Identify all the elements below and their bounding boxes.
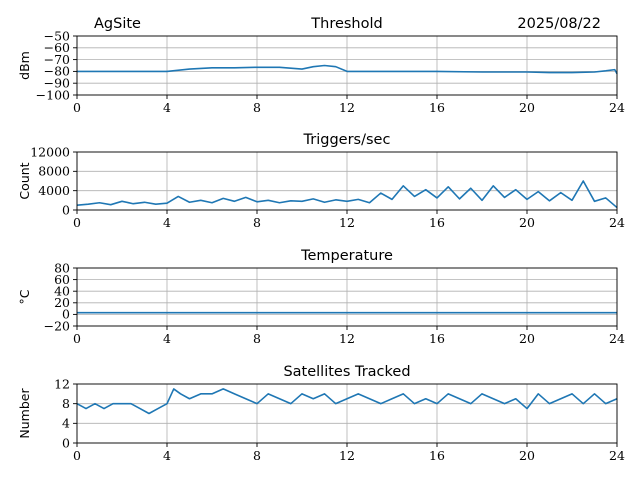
chart-satellites-tracked: 0 4 8 12 16 20 24 0 4 8 12 Satellites Tracked Number: [17, 364, 625, 463]
triggers-sec-xtick-label: 4: [163, 215, 171, 230]
threshold-ytick-label: −90: [44, 76, 70, 91]
triggers-sec-ylabel: Count: [17, 162, 32, 199]
triggers-sec-xtick-label: 16: [429, 215, 445, 230]
temperature-xtick-label: 0: [73, 331, 81, 346]
satellites-tracked-title: Satellites Tracked: [283, 364, 410, 380]
satellites-tracked-ytick-label: 0: [62, 435, 70, 450]
threshold-xtick-label: 24: [609, 100, 625, 115]
satellites-tracked-series-line-0: [76, 388, 618, 415]
satellites-tracked-xtick-label: 16: [429, 448, 445, 463]
threshold-ylabel: dBm: [17, 51, 32, 80]
satellites-tracked-xtick-label: 0: [73, 448, 81, 463]
satellites-tracked-xtick-label: 12: [339, 448, 355, 463]
threshold-xtick-label: 8: [253, 100, 261, 115]
threshold-xtick-label: 20: [519, 100, 535, 115]
threshold-ytick-label: −70: [44, 52, 70, 67]
triggers-sec-xtick-label: 24: [609, 215, 625, 230]
triggers-sec-xtick-label: 20: [519, 215, 535, 230]
triggers-sec-xtick-label: 0: [73, 215, 81, 230]
threshold-xtick-label: 16: [429, 100, 445, 115]
threshold-ytick-label: −60: [44, 40, 70, 55]
chart-threshold: 0 4 8 12 16 20 24 −50−60−70−80−90−100 Threshold d…: [17, 16, 625, 115]
temperature-ylabel: °C: [17, 289, 32, 304]
date-label: 2025/08/22: [517, 16, 601, 32]
satellites-tracked-ytick-label: 8: [62, 396, 70, 411]
temperature-title: Temperature: [300, 248, 393, 264]
chart-triggers-sec: 0 4 8 12 16 20 24 0 4000 8000 12000 Triggers/sec Cou…: [17, 132, 625, 230]
threshold-ytick-label: −50: [44, 28, 70, 43]
satellites-tracked-xtick-label: 20: [519, 448, 535, 463]
triggers-sec-ytick-label: 4000: [38, 183, 70, 198]
threshold-ytick-label: −100: [36, 87, 70, 102]
temperature-xtick-label: 24: [609, 331, 625, 346]
triggers-sec-xtick-label: 12: [339, 215, 355, 230]
threshold-xtick-label: 12: [339, 100, 355, 115]
threshold-ytick-label: −80: [44, 64, 70, 79]
temperature-ytick-label: 60: [54, 272, 70, 287]
threshold-series-line-0: [77, 64, 618, 75]
threshold-title: Threshold: [310, 16, 382, 32]
satellites-tracked-xtick-label: 4: [163, 448, 171, 463]
satellites-tracked-xtick-label: 24: [609, 448, 625, 463]
satellites-tracked-ylabel: Number: [17, 388, 32, 439]
temperature-xtick-label: 4: [163, 331, 171, 346]
temperature-ytick-label: −20: [44, 318, 70, 333]
triggers-sec-ytick-label: 12000: [30, 144, 70, 159]
site-label: AgSite: [94, 16, 141, 32]
temperature-ytick-label: 0: [62, 307, 70, 322]
triggers-sec-series-line-0: [76, 180, 618, 209]
temperature-xtick-label: 20: [519, 331, 535, 346]
triggers-sec-ytick-label: 8000: [38, 164, 70, 179]
temperature-ytick-label: 20: [54, 295, 70, 310]
satellites-tracked-ytick-label: 12: [54, 376, 70, 391]
satellites-tracked-ytick-label: 4: [62, 416, 70, 431]
triggers-sec-xtick-label: 8: [253, 215, 261, 230]
triggers-sec-ytick-label: 0: [62, 202, 70, 217]
temperature-ytick-label: 40: [54, 284, 70, 299]
charts-container: 0 4 8 12 16 20 24 −50−60−70−80−90−100 Threshold d…: [17, 16, 625, 463]
temperature-xtick-label: 12: [339, 331, 355, 346]
threshold-xtick-label: 0: [73, 100, 81, 115]
threshold-xtick-label: 4: [163, 100, 171, 115]
temperature-ytick-label: 80: [54, 260, 70, 275]
temperature-xtick-label: 8: [253, 331, 261, 346]
temperature-xtick-label: 16: [429, 331, 445, 346]
satellites-tracked-xtick-label: 8: [253, 448, 261, 463]
triggers-sec-title: Triggers/sec: [303, 132, 391, 148]
